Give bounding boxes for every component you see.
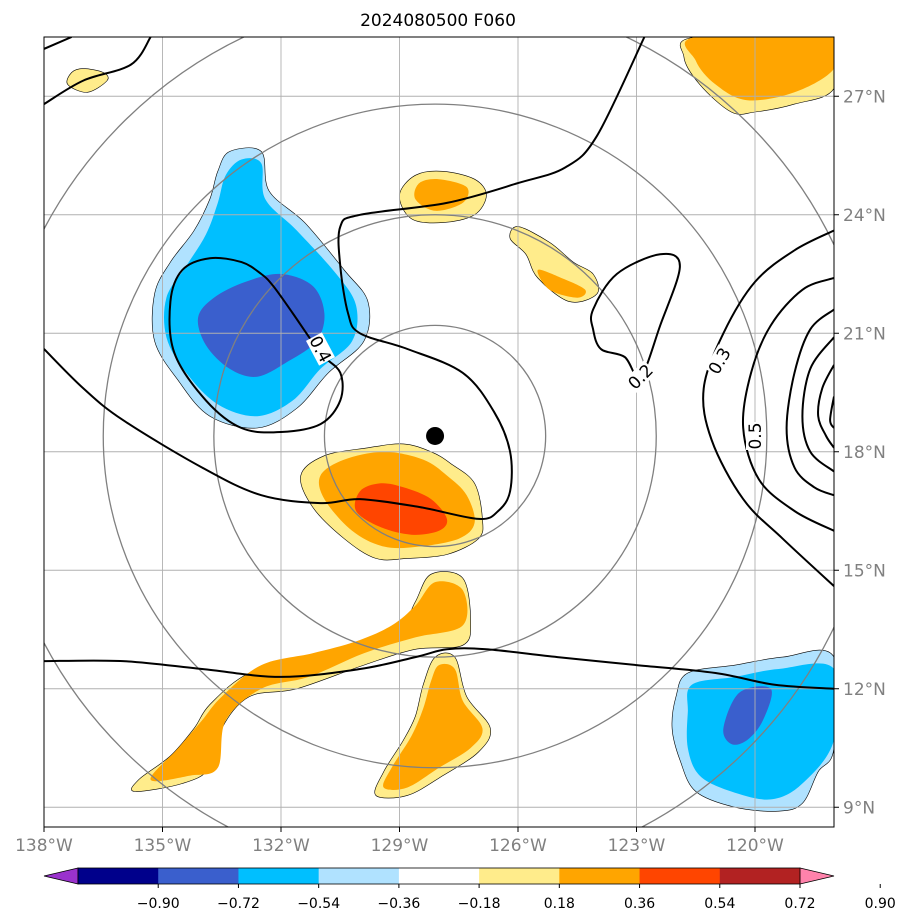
- x-tick-label: 135°W: [134, 836, 192, 856]
- contour-line: [44, 647, 834, 690]
- colorbar-tick-label: −0.54: [297, 896, 340, 912]
- contour-label: 0.5: [746, 422, 766, 450]
- x-tick-label: 123°W: [608, 836, 666, 856]
- colorbar-tick-label: −0.18: [458, 896, 501, 912]
- colorbar-tick-label: 0.72: [784, 896, 815, 912]
- y-tick-label: 18°N: [843, 443, 886, 463]
- x-tick-label: 129°W: [371, 836, 429, 856]
- range-rings: [44, 37, 834, 827]
- colorbar-extend-min: [43, 867, 79, 885]
- contour-line: [817, 364, 834, 449]
- colorbar-tick-label: 0.90: [865, 896, 896, 912]
- contour-lines: [44, 37, 834, 690]
- storm-center-dot: [426, 426, 445, 445]
- x-axis-ticks: 138°W 135°W 132°W 129°W 126°W 123°W 120°W: [15, 827, 784, 856]
- filled-region: [537, 269, 586, 298]
- y-tick-label: 21°N: [843, 324, 886, 344]
- contour-line: [44, 37, 152, 105]
- filled-region: [723, 686, 772, 745]
- chart-title: 2024080500 F060: [360, 11, 516, 31]
- contour-line: [741, 277, 834, 532]
- center-marker: [426, 426, 445, 445]
- range-ring: [213, 214, 657, 658]
- filled-region: [686, 663, 834, 800]
- colorbar-tick-label: 0.36: [624, 896, 655, 912]
- contour-line: [702, 229, 834, 587]
- filled-region: [414, 179, 469, 211]
- y-tick-label: 15°N: [843, 561, 886, 581]
- x-tick-label: 138°W: [15, 836, 73, 856]
- contour-line: [589, 252, 681, 379]
- contour-line: [44, 37, 646, 520]
- colorbar-segment: [559, 868, 641, 884]
- filled-region: [197, 273, 325, 377]
- contour-label-background: [746, 422, 764, 450]
- colorbar-segment: [78, 868, 159, 884]
- filled-region: [684, 37, 834, 101]
- x-tick-label: 126°W: [489, 836, 547, 856]
- colorbar-tick-label: 0.54: [704, 896, 735, 912]
- colorbar-extend-max: [799, 867, 835, 885]
- colorbar-tick-label: −0.72: [217, 896, 260, 912]
- filled-region: [509, 226, 599, 303]
- y-tick-label: 9°N: [843, 798, 875, 818]
- y-axis-ticks: 9°N 12°N 15°N 18°N 21°N 24°N 27°N: [834, 87, 886, 818]
- colorbar-segment: [639, 868, 721, 884]
- colorbar-segment: [238, 868, 320, 884]
- plot-area: 0.40.2 0.30.5: [43, 36, 835, 828]
- contour-line: [168, 256, 344, 434]
- colorbar-tick-label: −0.90: [137, 896, 180, 912]
- y-tick-label: 24°N: [843, 206, 886, 226]
- contour-line: [785, 308, 834, 497]
- colorbar-segment: [479, 868, 560, 884]
- filled-region: [150, 581, 468, 782]
- y-tick-label: 27°N: [843, 87, 886, 107]
- colorbar-tick-label: −0.36: [377, 896, 420, 912]
- colorbar-segment: [398, 868, 480, 884]
- contour-label-background: [704, 344, 735, 378]
- range-ring: [102, 103, 768, 769]
- y-tick-label: 12°N: [843, 680, 886, 700]
- plot-frame: [43, 36, 835, 828]
- range-ring: [323, 324, 547, 548]
- colorbar-frame: [77, 867, 801, 885]
- x-tick-label: 132°W: [252, 836, 310, 856]
- contour-label-background: [305, 332, 336, 366]
- colorbar-segment: [158, 868, 239, 884]
- contour-label-text: 0.5: [746, 422, 766, 449]
- contour-line: [44, 37, 72, 50]
- colorbar-segment: [318, 868, 400, 884]
- filled-contours: [66, 37, 834, 812]
- filled-region: [383, 663, 483, 790]
- colorbar: −0.90 −0.72 −0.54 −0.36 −0.18 0.18 0.36 0.54 0.7…: [43, 867, 896, 912]
- colorbar-tick-label: 0.18: [544, 896, 575, 912]
- filled-region: [354, 483, 448, 535]
- colorbar-segment: [719, 868, 801, 884]
- contour-line: [829, 396, 834, 429]
- x-tick-label: 120°W: [726, 836, 784, 856]
- contour-label-background: [624, 360, 657, 393]
- filled-region: [66, 68, 109, 93]
- contour-line: [801, 336, 834, 473]
